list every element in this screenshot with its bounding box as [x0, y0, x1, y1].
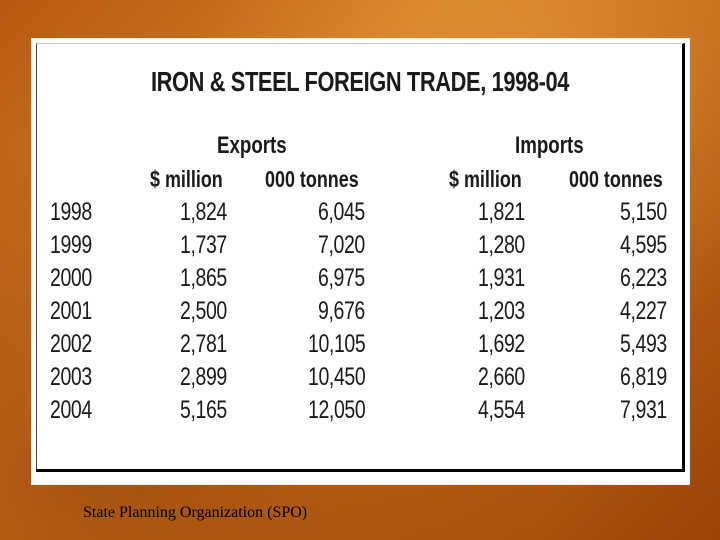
table-cell: 6,223: [620, 264, 667, 292]
col-imports-tonnes: 000 tonnes: [569, 166, 663, 192]
table-cell: 1,737: [180, 231, 227, 259]
table-cell: 2,500: [180, 297, 227, 325]
imports-header: Imports: [515, 132, 584, 159]
table-cell: 4,227: [620, 297, 667, 325]
row-year: 1999: [50, 231, 92, 259]
table-title: IRON & STEEL FOREIGN TRADE, 1998-04: [151, 66, 569, 97]
table-cell: 6,819: [620, 363, 667, 391]
table-cell: 1,821: [478, 198, 525, 226]
col-exports-usd: $ million: [150, 166, 223, 192]
table-cell: 12,050: [307, 396, 366, 424]
row-year: 2002: [50, 330, 92, 358]
table-cell: 4,595: [620, 231, 667, 259]
table-cell: 1,280: [478, 231, 525, 259]
source-caption: State Planning Organization (SPO): [83, 504, 308, 521]
table-cell: 6,975: [318, 264, 365, 292]
table-cell: 5,150: [620, 198, 667, 226]
row-year: 2004: [50, 396, 92, 424]
table-cell: 2,660: [478, 363, 525, 391]
table-cell: 7,931: [620, 396, 667, 424]
table-cell: 5,493: [620, 330, 667, 358]
row-year: 2000: [50, 264, 92, 292]
table-cell: 10,105: [307, 330, 366, 358]
row-year: 2001: [50, 297, 92, 325]
table-cell: 6,045: [318, 198, 365, 226]
slide-frame: IRON & STEEL FOREIGN TRADE, 1998-04 Expo…: [31, 38, 690, 485]
table-image: IRON & STEEL FOREIGN TRADE, 1998-04 Expo…: [36, 43, 685, 472]
table-cell: 10,450: [307, 363, 366, 391]
table-cell: 7,020: [318, 231, 365, 259]
table-cell: 1,865: [180, 264, 227, 292]
table-cell: 2,781: [180, 330, 227, 358]
col-imports-usd: $ million: [449, 166, 522, 192]
table-cell: 1,692: [478, 330, 525, 358]
table-cell: 1,931: [478, 264, 525, 292]
exports-header: Exports: [217, 132, 287, 159]
table-cell: 1,203: [478, 297, 525, 325]
col-exports-tonnes: 000 tonnes: [265, 166, 359, 192]
table-cell: 5,165: [180, 396, 227, 424]
table-cell: 1,824: [180, 198, 227, 226]
table-cell: 2,899: [180, 363, 227, 391]
table-cell: 9,676: [318, 297, 365, 325]
row-year: 1998: [50, 198, 92, 226]
row-year: 2003: [50, 363, 92, 391]
table-cell: 4,554: [478, 396, 525, 424]
